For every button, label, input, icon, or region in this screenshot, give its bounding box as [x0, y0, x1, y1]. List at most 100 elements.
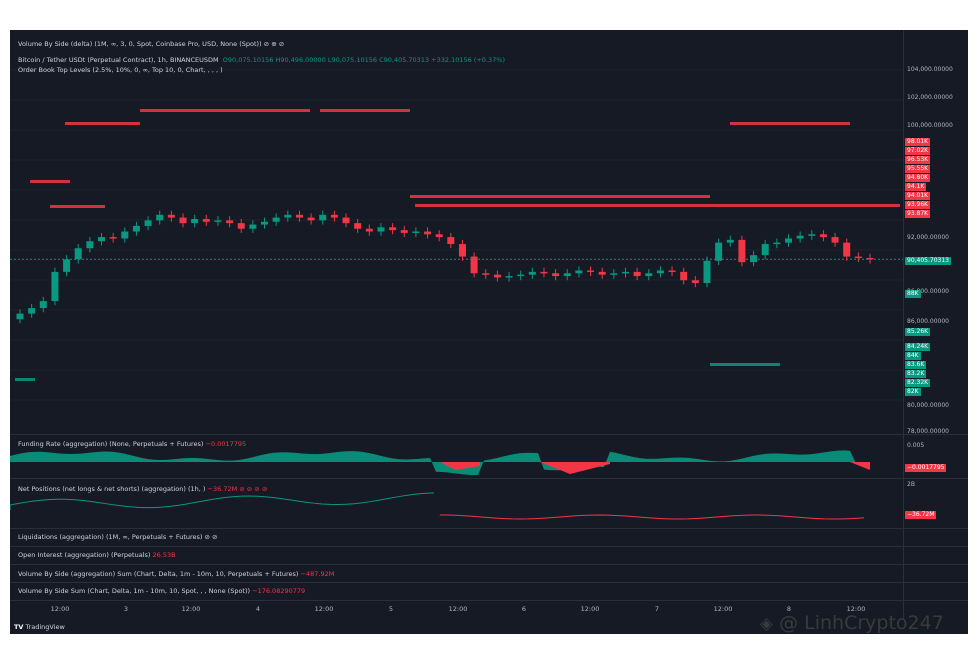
candle-body [86, 241, 94, 249]
pane-separator[interactable] [10, 564, 968, 565]
bid-level-bar [15, 378, 35, 381]
candle-body [843, 242, 851, 257]
candle-body [784, 238, 792, 243]
open-interest-label[interactable]: Open Interest (aggregation) (Perpetuals)… [18, 551, 176, 559]
current-price-badge: 90,405.70313 [905, 257, 951, 265]
candle-body [517, 274, 525, 277]
candle-body [121, 231, 129, 239]
candle-body [237, 223, 245, 229]
bid-level-bar [710, 363, 780, 366]
candle-body [389, 227, 397, 231]
axis-separator [903, 30, 904, 620]
candle-body [132, 225, 140, 232]
candle-body [74, 248, 82, 260]
funding-rate-area [10, 450, 870, 476]
candle-body [261, 221, 269, 225]
candle-body [668, 270, 676, 272]
candle-body [307, 217, 315, 221]
candle-body [284, 214, 292, 218]
tradingview-logo[interactable]: TV TradingView [14, 623, 65, 631]
candle-body [214, 220, 222, 222]
candle-body [435, 234, 443, 238]
time-tick: 12:00 [181, 605, 201, 613]
net-longs-line [10, 492, 435, 510]
candle-body [773, 242, 781, 245]
bid-level-badge: 83.6K [905, 361, 927, 369]
price-tick: 100,000.00000 [907, 122, 953, 129]
pane-separator[interactable] [10, 582, 968, 583]
pane-separator[interactable] [10, 546, 968, 547]
time-tick: 12:00 [713, 605, 733, 613]
time-tick: 12:00 [846, 605, 866, 613]
price-tick: 86,000.00000 [907, 288, 949, 295]
pane-separator[interactable] [10, 528, 968, 529]
candle-body [633, 271, 641, 277]
candle-body [726, 239, 734, 243]
order-book-label[interactable]: Order Book Top Levels (2.5%, 10%, 0, ∞, … [18, 66, 223, 74]
candle-body [656, 270, 664, 274]
candle-body [796, 235, 804, 239]
candle-body [330, 214, 338, 218]
bid-level-badge: 88K [905, 290, 921, 298]
funding-axis-tick: 0.005 [907, 442, 925, 449]
candle-body [598, 271, 606, 275]
pane-separator[interactable] [10, 478, 968, 479]
candle-body [750, 255, 758, 263]
funding-rate-negative [540, 462, 610, 474]
chart-canvas[interactable] [10, 30, 968, 620]
symbol-label[interactable]: Bitcoin / Tether USDt (Perpetual Contrac… [18, 56, 505, 64]
funding-rate-negative [850, 462, 870, 470]
ask-level-badge: 94.80K [905, 174, 931, 182]
candle-body [703, 260, 711, 284]
candle-body [412, 231, 420, 234]
candle-body [377, 227, 385, 232]
candle-body [493, 274, 501, 278]
volume-sum-spot-label[interactable]: Volume By Side Sum (Chart, Delta, 1m - 1… [18, 587, 306, 595]
net-shorts-line [439, 514, 865, 520]
candle-body [575, 270, 583, 274]
candle-body [167, 214, 175, 218]
candle-body [540, 271, 548, 274]
candle-body [191, 218, 199, 224]
price-tick: 78,000.00000 [907, 428, 949, 435]
ask-level-badge: 97.02K [905, 147, 931, 155]
price-tick: 92,000.00000 [907, 234, 949, 241]
net-positions-label[interactable]: Net Positions (net longs & net shorts) (… [18, 485, 268, 493]
liquidations-label[interactable]: Liquidations (aggregation) (1M, ∞, Perpe… [18, 533, 218, 541]
candle-body [691, 280, 699, 284]
candle-body [249, 224, 257, 229]
candle-body [109, 237, 117, 239]
net-value-badge: −36.72M [905, 511, 937, 519]
candle-body [354, 223, 362, 229]
candle-body [202, 218, 210, 222]
ask-level-bar [415, 204, 900, 207]
binance-square-icon: ◈ [760, 614, 774, 634]
time-tick: 12:00 [448, 605, 468, 613]
price-tick: 104,000.00000 [907, 66, 953, 73]
volume-by-side-label[interactable]: Volume By Side (delta) (1M, ∞, 3, 0, Spo… [18, 40, 285, 48]
ask-level-badge: 94.1K [905, 183, 927, 191]
candle-body [761, 244, 769, 256]
candle-body [528, 271, 536, 275]
pane-separator[interactable] [10, 434, 968, 435]
candle-body [365, 228, 373, 232]
time-tick: 3 [123, 605, 129, 613]
time-axis-separator [10, 600, 968, 601]
funding-value-badge: −0.0017795 [905, 464, 947, 472]
candle-body [610, 273, 618, 275]
ask-level-bar [140, 109, 310, 112]
candle-body [854, 256, 862, 259]
candle-body [51, 271, 59, 302]
candle-body [831, 237, 839, 243]
candle-body [28, 308, 36, 314]
funding-rate-label[interactable]: Funding Rate (aggregation) (None, Perpet… [18, 440, 247, 448]
time-tick: 4 [255, 605, 261, 613]
candle-body [866, 257, 874, 260]
volume-sum-agg-label[interactable]: Volume By Side (aggregation) Sum (Chart,… [18, 570, 335, 578]
candle-body [39, 301, 47, 309]
candle-body [424, 231, 432, 235]
ask-level-badge: 98.01K [905, 138, 931, 146]
candle-body [458, 244, 466, 257]
chart-frame: Volume By Side (delta) (1M, ∞, 3, 0, Spo… [10, 30, 968, 634]
ask-level-badge: 94.01K [905, 192, 931, 200]
